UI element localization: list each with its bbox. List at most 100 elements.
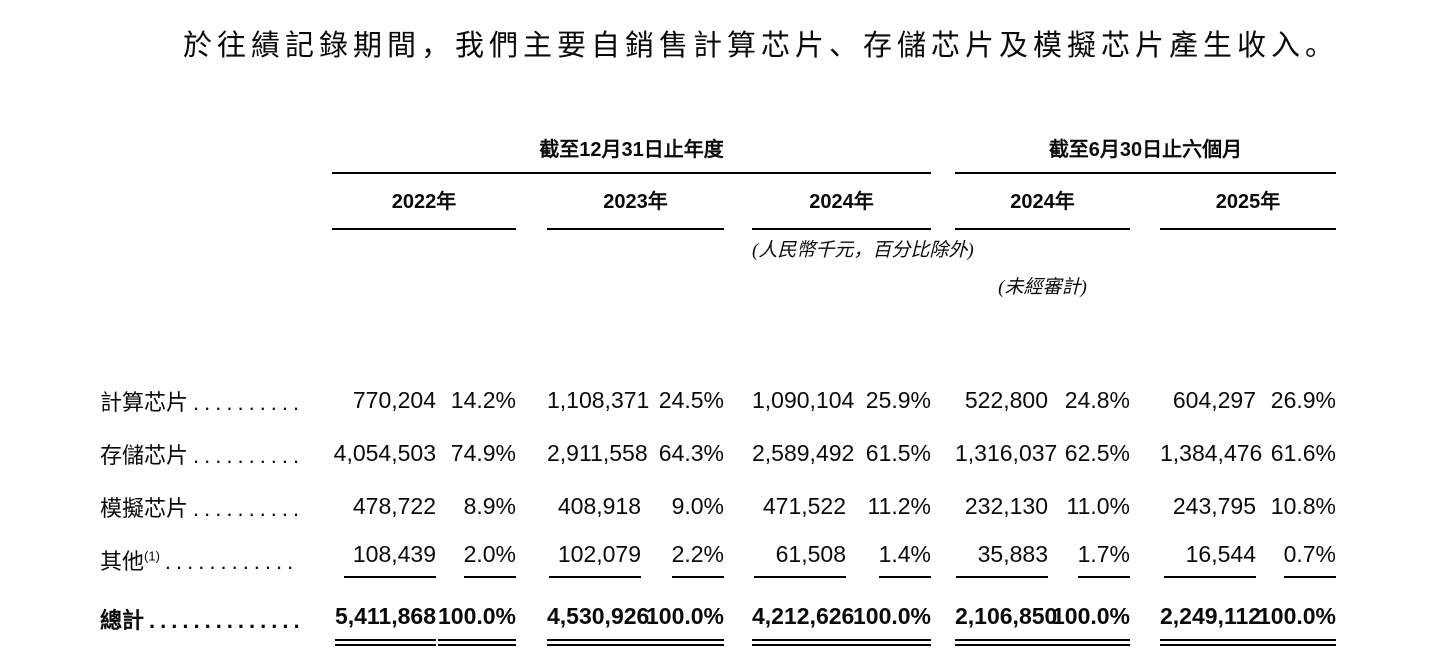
cell-percent: 24.8%: [1064, 387, 1130, 413]
table-row-analog-chips: 模擬芯片.......... 478,722 8.9% 408,918 9.0%…: [100, 480, 1336, 533]
row-label: 模擬芯片: [100, 495, 189, 521]
cell-percent: 61.5%: [865, 440, 931, 466]
spacer: [931, 427, 955, 480]
cell-percent: 2.2%: [671, 541, 724, 578]
leader-dots: ..............: [149, 608, 305, 633]
row-label: 其他: [100, 548, 145, 574]
cell-percent: 62.5%: [1064, 440, 1130, 466]
table-row-others: 其他(1)............ 108,439 2.0% 102,079 2…: [100, 533, 1337, 586]
cell-value: 471,522: [762, 493, 846, 519]
cell-value: 4,530,926: [547, 603, 650, 646]
leader-dots: ............: [164, 548, 299, 574]
cell-value: 522,800: [964, 387, 1048, 413]
cell-value: 1,090,104: [752, 387, 855, 413]
group-header-interim: 截至6月30日止六個月: [955, 128, 1337, 174]
cell-percent: 100.0%: [852, 603, 931, 646]
cell-value: 604,297: [1172, 387, 1256, 413]
spacer: [516, 173, 547, 229]
table-row-compute-chips: 計算芯片.......... 770,204 14.2% 1,108,371 2…: [100, 374, 1336, 427]
spacer: [100, 128, 332, 173]
cell-value: 61,508: [754, 541, 846, 578]
cell-percent: 9.0%: [671, 493, 724, 519]
cell-value: 2,249,112: [1160, 603, 1262, 646]
leader-dots: ..........: [193, 389, 305, 415]
cell-percent: 1.7%: [1077, 541, 1130, 578]
spacer: [931, 128, 955, 173]
cell-value: 108,439: [344, 541, 436, 578]
spacer: [931, 480, 955, 533]
cell-percent: 2.0%: [463, 541, 516, 578]
cell-value: 408,918: [557, 493, 641, 519]
year-header-2022: 2022年: [332, 173, 516, 230]
cell-value: 1,316,037: [955, 440, 1058, 466]
unit-note: (人民幣千元，百分比除外): [752, 239, 974, 261]
spacer: [1130, 480, 1160, 533]
cell-percent: 14.2%: [450, 387, 516, 413]
unit-note-row: (人民幣千元，百分比除外): [100, 229, 1336, 266]
cell-percent: 8.9%: [463, 493, 516, 519]
spacer: [724, 374, 752, 427]
unaudited-note: (未經審計): [998, 276, 1087, 298]
spacer: [931, 374, 955, 427]
cell-value: 232,130: [964, 493, 1048, 519]
cell-percent: 26.9%: [1270, 387, 1337, 413]
spacer: [724, 480, 752, 533]
cell-value: 35,883: [956, 541, 1048, 578]
cell-value: 2,911,558: [547, 440, 648, 466]
cell-percent: 100.0%: [437, 603, 516, 646]
cell-value: 478,722: [352, 493, 436, 519]
spacer: [516, 374, 547, 427]
spacer: [1130, 374, 1160, 427]
cell-value: 4,212,626: [752, 603, 855, 646]
footnote-ref: (1): [144, 548, 160, 564]
spacer: [931, 586, 955, 660]
unaudited-note-row: (未經審計): [100, 266, 1336, 304]
spacer: [1130, 586, 1160, 660]
cell-value: 1,384,476: [1160, 440, 1263, 466]
row-label: 計算芯片: [100, 389, 189, 415]
spacer-row: [100, 304, 1336, 374]
cell-percent: 100.0%: [645, 603, 724, 646]
row-label: 總計: [100, 608, 145, 633]
leader-dots: ..........: [193, 495, 305, 521]
spacer: [100, 229, 752, 266]
row-label: 存儲芯片: [100, 442, 189, 468]
spacer: [1130, 266, 1336, 304]
cell-value: 1,108,371: [547, 387, 650, 413]
spacer: [516, 586, 547, 660]
spacer: [516, 533, 547, 586]
cell-percent: 10.8%: [1270, 493, 1337, 519]
cell-percent: 61.6%: [1270, 440, 1337, 466]
spacer: [724, 427, 752, 480]
spacer: [1130, 533, 1160, 586]
cell-percent: 11.2%: [867, 493, 931, 519]
spacer: [1130, 173, 1160, 229]
cell-value: 102,079: [549, 541, 641, 578]
year-header-2024-interim: 2024年: [955, 173, 1130, 230]
cell-percent: 25.9%: [865, 387, 931, 413]
spacer: [724, 586, 752, 660]
cell-percent: 11.0%: [1066, 493, 1130, 519]
spacer: [1130, 427, 1160, 480]
group-header-row: 截至12月31日止年度 截至6月30日止六個月: [100, 128, 1337, 174]
cell-value: 2,106,850: [955, 603, 1058, 646]
cell-percent: 0.7%: [1283, 541, 1337, 578]
revenue-table: 截至12月31日止年度 截至6月30日止六個月 2022年 2023年 2024…: [100, 128, 1337, 660]
year-header-2024: 2024年: [752, 173, 931, 230]
cell-value: 2,589,492: [752, 440, 855, 466]
cell-percent: 74.9%: [450, 440, 516, 466]
spacer: [931, 533, 955, 586]
cell-percent: 1.4%: [878, 541, 931, 578]
intro-paragraph: 於往績記錄期間，我們主要自銷售計算芯片、存儲芯片及模擬芯片產生收入。: [183, 30, 1340, 62]
spacer: [724, 533, 752, 586]
spacer: [100, 266, 955, 304]
spacer: [931, 229, 1336, 266]
cell-percent: 64.3%: [658, 440, 724, 466]
spacer: [100, 304, 1336, 374]
cell-percent: 100.0%: [1051, 603, 1130, 646]
cell-percent: 24.5%: [658, 387, 724, 413]
cell-value: 16,544: [1164, 541, 1256, 578]
cell-value: 5,411,868: [334, 603, 436, 646]
cell-value: 4,054,503: [333, 440, 436, 466]
